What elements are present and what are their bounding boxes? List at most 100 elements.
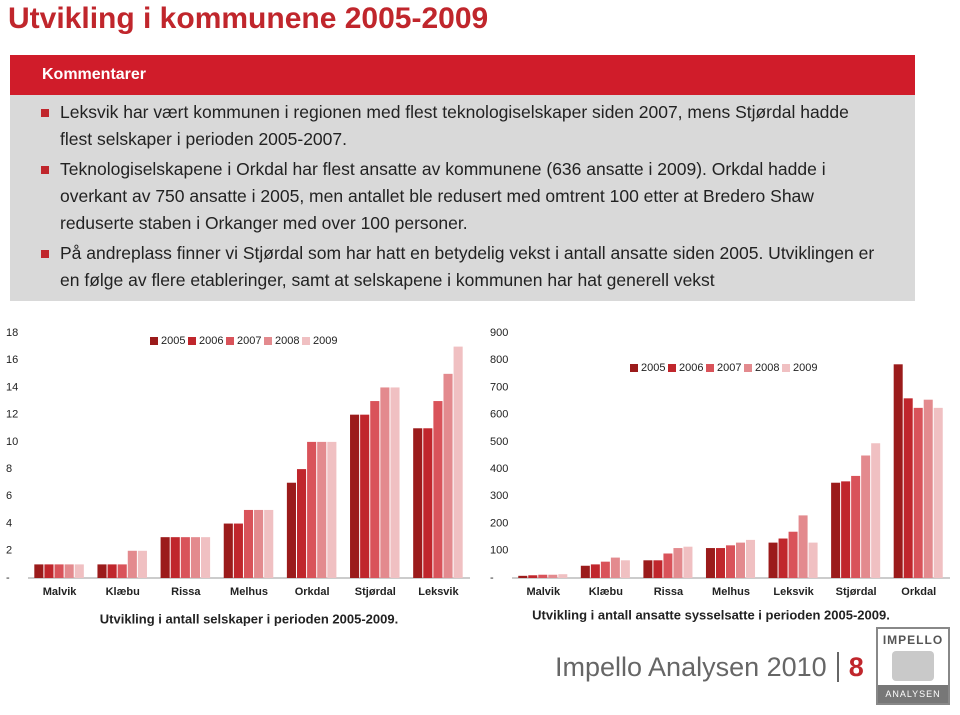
x-tick-label: Klæbu <box>106 586 140 598</box>
bar <box>518 575 528 578</box>
legend-label: 2008 <box>275 335 299 347</box>
bar <box>725 545 736 578</box>
bar <box>548 574 558 578</box>
bar <box>223 523 233 578</box>
y-tick-label: 16 <box>6 354 18 366</box>
bar <box>453 346 463 578</box>
y-tick-label: 100 <box>490 545 508 557</box>
y-tick-label: 10 <box>6 436 18 448</box>
bar <box>243 509 254 578</box>
bar <box>307 441 317 578</box>
bar <box>736 542 746 578</box>
legend-label: 2005 <box>641 362 665 374</box>
bar <box>360 414 370 578</box>
bar <box>264 509 274 578</box>
y-tick-label: 200 <box>490 517 508 529</box>
bar <box>137 550 147 578</box>
legend-swatch <box>150 337 158 345</box>
bar <box>808 542 818 578</box>
y-tick-label: 4 <box>6 517 12 529</box>
legend-label: 2007 <box>237 335 261 347</box>
bar <box>798 515 808 578</box>
y-tick-label: - <box>490 572 494 584</box>
bar <box>600 561 610 578</box>
bar <box>933 407 943 578</box>
legend-label: 2005 <box>161 335 185 347</box>
x-tick-label: Stjørdal <box>836 586 877 598</box>
legend-swatch <box>668 364 676 372</box>
y-tick-label: 500 <box>490 436 508 448</box>
x-tick-label: Leksvik <box>418 586 459 598</box>
bar <box>54 564 64 578</box>
y-tick-label: 400 <box>490 463 508 475</box>
bar <box>74 564 84 578</box>
bar <box>528 575 538 578</box>
legend-label: 2008 <box>755 362 779 374</box>
bar <box>413 428 423 578</box>
bar <box>350 414 360 578</box>
bar <box>851 475 861 578</box>
y-tick-label: 700 <box>490 381 508 393</box>
x-tick-label: Leksvik <box>773 586 814 598</box>
bar <box>893 364 903 578</box>
bar <box>715 548 725 578</box>
bar <box>705 548 715 578</box>
bar <box>913 407 923 578</box>
bar <box>746 539 756 578</box>
bar <box>180 537 190 578</box>
bar <box>831 482 841 578</box>
bar <box>380 387 390 578</box>
bar <box>160 537 170 578</box>
bar <box>254 509 264 578</box>
bar <box>97 564 107 578</box>
x-tick-label: Stjørdal <box>355 586 396 598</box>
legend-label: 2009 <box>793 362 817 374</box>
bar <box>370 401 380 578</box>
x-tick-label: Orkdal <box>295 586 330 598</box>
y-tick-label: 600 <box>490 409 508 421</box>
y-tick-label: 8 <box>6 463 12 475</box>
logo: IMPELLO ANALYSEN <box>876 627 950 705</box>
legend-swatch <box>706 364 714 372</box>
y-tick-label: 18 <box>6 327 18 339</box>
x-tick-label: Melhus <box>230 586 268 598</box>
bar <box>107 564 117 578</box>
comment: Leksvik har vært kommunen i regionen med… <box>41 99 885 153</box>
bar <box>443 373 453 578</box>
bar <box>610 557 620 578</box>
bar <box>841 481 851 578</box>
bar <box>871 443 881 578</box>
y-tick-label: 14 <box>6 381 18 393</box>
chart-title: Utvikling i antall ansatte sysselsatte i… <box>532 607 890 622</box>
comment: På andreplass finner vi Stjørdal som har… <box>41 240 885 294</box>
legend-swatch <box>226 337 234 345</box>
legend-swatch <box>264 337 272 345</box>
legend-swatch <box>302 337 310 345</box>
y-tick-label: 6 <box>6 490 12 502</box>
bar <box>127 550 137 578</box>
comments-heading: Kommentarer <box>10 55 915 95</box>
bar <box>620 560 630 578</box>
y-tick-label: 800 <box>490 354 508 366</box>
legend-swatch <box>630 364 638 372</box>
bar <box>327 441 337 578</box>
bar <box>643 560 653 578</box>
bar <box>117 564 127 578</box>
bar <box>201 537 211 578</box>
bar <box>64 564 74 578</box>
bar <box>423 428 433 578</box>
legend-label: 2006 <box>199 335 223 347</box>
legend-swatch <box>782 364 790 372</box>
charts: - 2 4 6 8 10 12 14 16 18 Malvik Klæbu Rissa Melhus Ork… <box>6 327 950 626</box>
y-tick-label: 2 <box>6 545 12 557</box>
x-tick-label: Melhus <box>712 586 750 598</box>
chart-title: Utvikling i antall selskaper i perioden … <box>100 611 398 626</box>
bar <box>653 560 663 578</box>
bar <box>190 537 201 578</box>
x-tick-label: Rissa <box>654 586 684 598</box>
x-tick-label: Malvik <box>43 586 78 598</box>
y-tick-label: 900 <box>490 327 508 339</box>
legend-swatch <box>744 364 752 372</box>
comment: Teknologiselskapene i Orkdal har flest a… <box>41 156 885 237</box>
